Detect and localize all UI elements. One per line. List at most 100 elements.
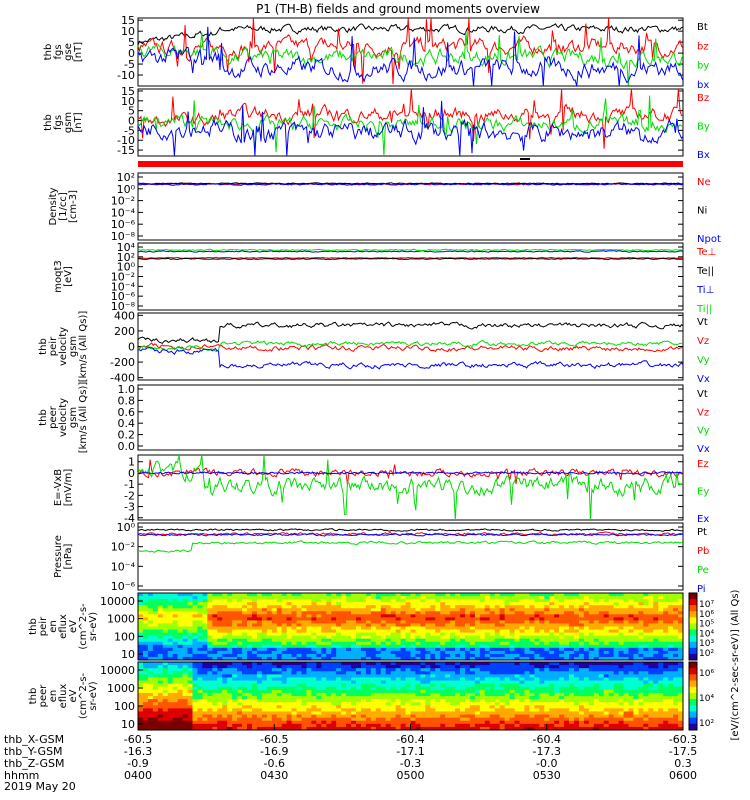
panel-9-cell xyxy=(192,599,198,603)
panel-10-cell xyxy=(410,717,416,722)
panel-10-cell xyxy=(529,680,535,685)
panel-10-cell xyxy=(142,723,149,728)
panel-9-cell xyxy=(360,638,367,643)
panel-10-cell xyxy=(390,696,397,700)
panel-10-cell xyxy=(266,702,273,706)
panel-9-cell xyxy=(455,608,461,612)
panel-10-cell xyxy=(395,665,402,669)
panel-9-cell xyxy=(356,620,362,624)
panel-9-colorbar-tick: 10⁵ xyxy=(699,620,714,630)
panel-4-ytick-label: 10⁻⁴ xyxy=(111,280,136,293)
panel-9-cell xyxy=(623,593,629,597)
panel-10-cell xyxy=(410,696,416,700)
panel-10-cell xyxy=(608,726,615,731)
panel-10-cell xyxy=(648,662,654,666)
panel-10-cell xyxy=(157,668,164,672)
panel-9-cell xyxy=(142,617,149,621)
panel-9-cell xyxy=(380,650,387,655)
panel-10-cell xyxy=(147,689,154,694)
panel-9-cell xyxy=(217,647,223,652)
panel-9-cell xyxy=(336,602,342,606)
panel-9-cell xyxy=(445,629,451,634)
panel-9-cell xyxy=(162,656,169,661)
panel-10-cell xyxy=(237,683,243,688)
panel-9-cell xyxy=(564,605,570,609)
panel-10-cell xyxy=(484,726,491,731)
panel-9-cell xyxy=(256,605,263,609)
panel-10-cell xyxy=(623,708,629,712)
panel-10-cell xyxy=(608,665,615,669)
panel-9-cell xyxy=(256,644,263,649)
panel-9-cell xyxy=(534,617,540,621)
panel-1-series-Bt xyxy=(137,23,684,46)
panel-10-cell xyxy=(266,674,273,678)
panel-9-cell xyxy=(519,632,525,637)
panel-10-cell xyxy=(197,720,203,725)
panel-10-cell xyxy=(311,723,317,728)
panel-9-cell xyxy=(628,614,634,618)
panel-10-cell xyxy=(167,720,174,725)
panel-10-cell xyxy=(370,683,377,688)
panel-9-cell xyxy=(430,614,436,618)
panel-10-cell xyxy=(524,686,530,691)
panel-9-cell xyxy=(484,611,491,615)
panel-10-cell xyxy=(504,702,511,706)
panel-9-cell xyxy=(380,641,387,646)
panel-10-cell xyxy=(544,708,550,712)
panel-9-cell xyxy=(608,617,615,621)
panel-10-cell xyxy=(390,686,397,691)
panel-10-cell xyxy=(400,671,407,675)
panel-10-cell xyxy=(474,702,481,706)
panel-10-cell xyxy=(588,723,595,728)
panel-10-cell xyxy=(375,696,382,700)
panel-9-cell xyxy=(271,599,278,603)
panel-9-cell xyxy=(177,644,184,649)
panel-9-cell xyxy=(306,629,312,634)
panel-9-cell xyxy=(286,632,293,637)
panel-10-cell xyxy=(450,692,456,697)
panel-9-cell xyxy=(370,617,377,621)
panel-5-ylabel-2: peir xyxy=(48,336,59,356)
panel-9-cell xyxy=(395,650,402,655)
panel-10-cell xyxy=(549,702,555,706)
panel-9-cell xyxy=(365,611,372,615)
panel-9-cell xyxy=(390,614,397,618)
panel-10-cell xyxy=(251,705,258,709)
panel-9-cell xyxy=(291,632,298,637)
panel-10-cell xyxy=(311,662,317,666)
panel-9-cell xyxy=(237,656,243,661)
panel-9-cell xyxy=(469,608,476,612)
panel-9-cell xyxy=(227,656,233,661)
panel-10-cell xyxy=(514,708,520,712)
panel-9-cell xyxy=(256,629,263,634)
panel-9-cell xyxy=(138,626,144,631)
panel-10-cell xyxy=(271,680,278,685)
panel-10-cell xyxy=(554,714,560,719)
panel-9-cell xyxy=(356,623,362,627)
panel-10-cell xyxy=(554,702,560,706)
panel-9-cell xyxy=(435,647,441,652)
panel-10-cell xyxy=(474,711,481,716)
panel-10-cell xyxy=(311,665,317,669)
panel-10-cell xyxy=(321,702,327,706)
panel-9-cell xyxy=(678,608,684,612)
panel-10-cell xyxy=(222,689,228,694)
panel-9-cell xyxy=(395,638,402,643)
panel-4-series-Te|| xyxy=(137,257,684,261)
panel-10-cell xyxy=(569,665,575,669)
panel-9-cell xyxy=(187,620,193,624)
panel-10-cell xyxy=(544,677,550,682)
panel-10-cell xyxy=(375,711,382,716)
panel-10-cell xyxy=(509,705,516,709)
panel-9-cell xyxy=(385,605,392,609)
panel-10-cell xyxy=(306,705,312,709)
panel-10-cell xyxy=(420,726,426,731)
panel-10-cell xyxy=(167,671,174,675)
panel-9-cell xyxy=(187,635,193,640)
panel-10-cell xyxy=(380,714,387,719)
panel-9-cell xyxy=(593,602,600,606)
panel-10-cell xyxy=(539,720,545,725)
panel-10-cell xyxy=(415,692,421,697)
panel-10-cell xyxy=(514,699,520,703)
panel-9-cell xyxy=(142,653,149,658)
